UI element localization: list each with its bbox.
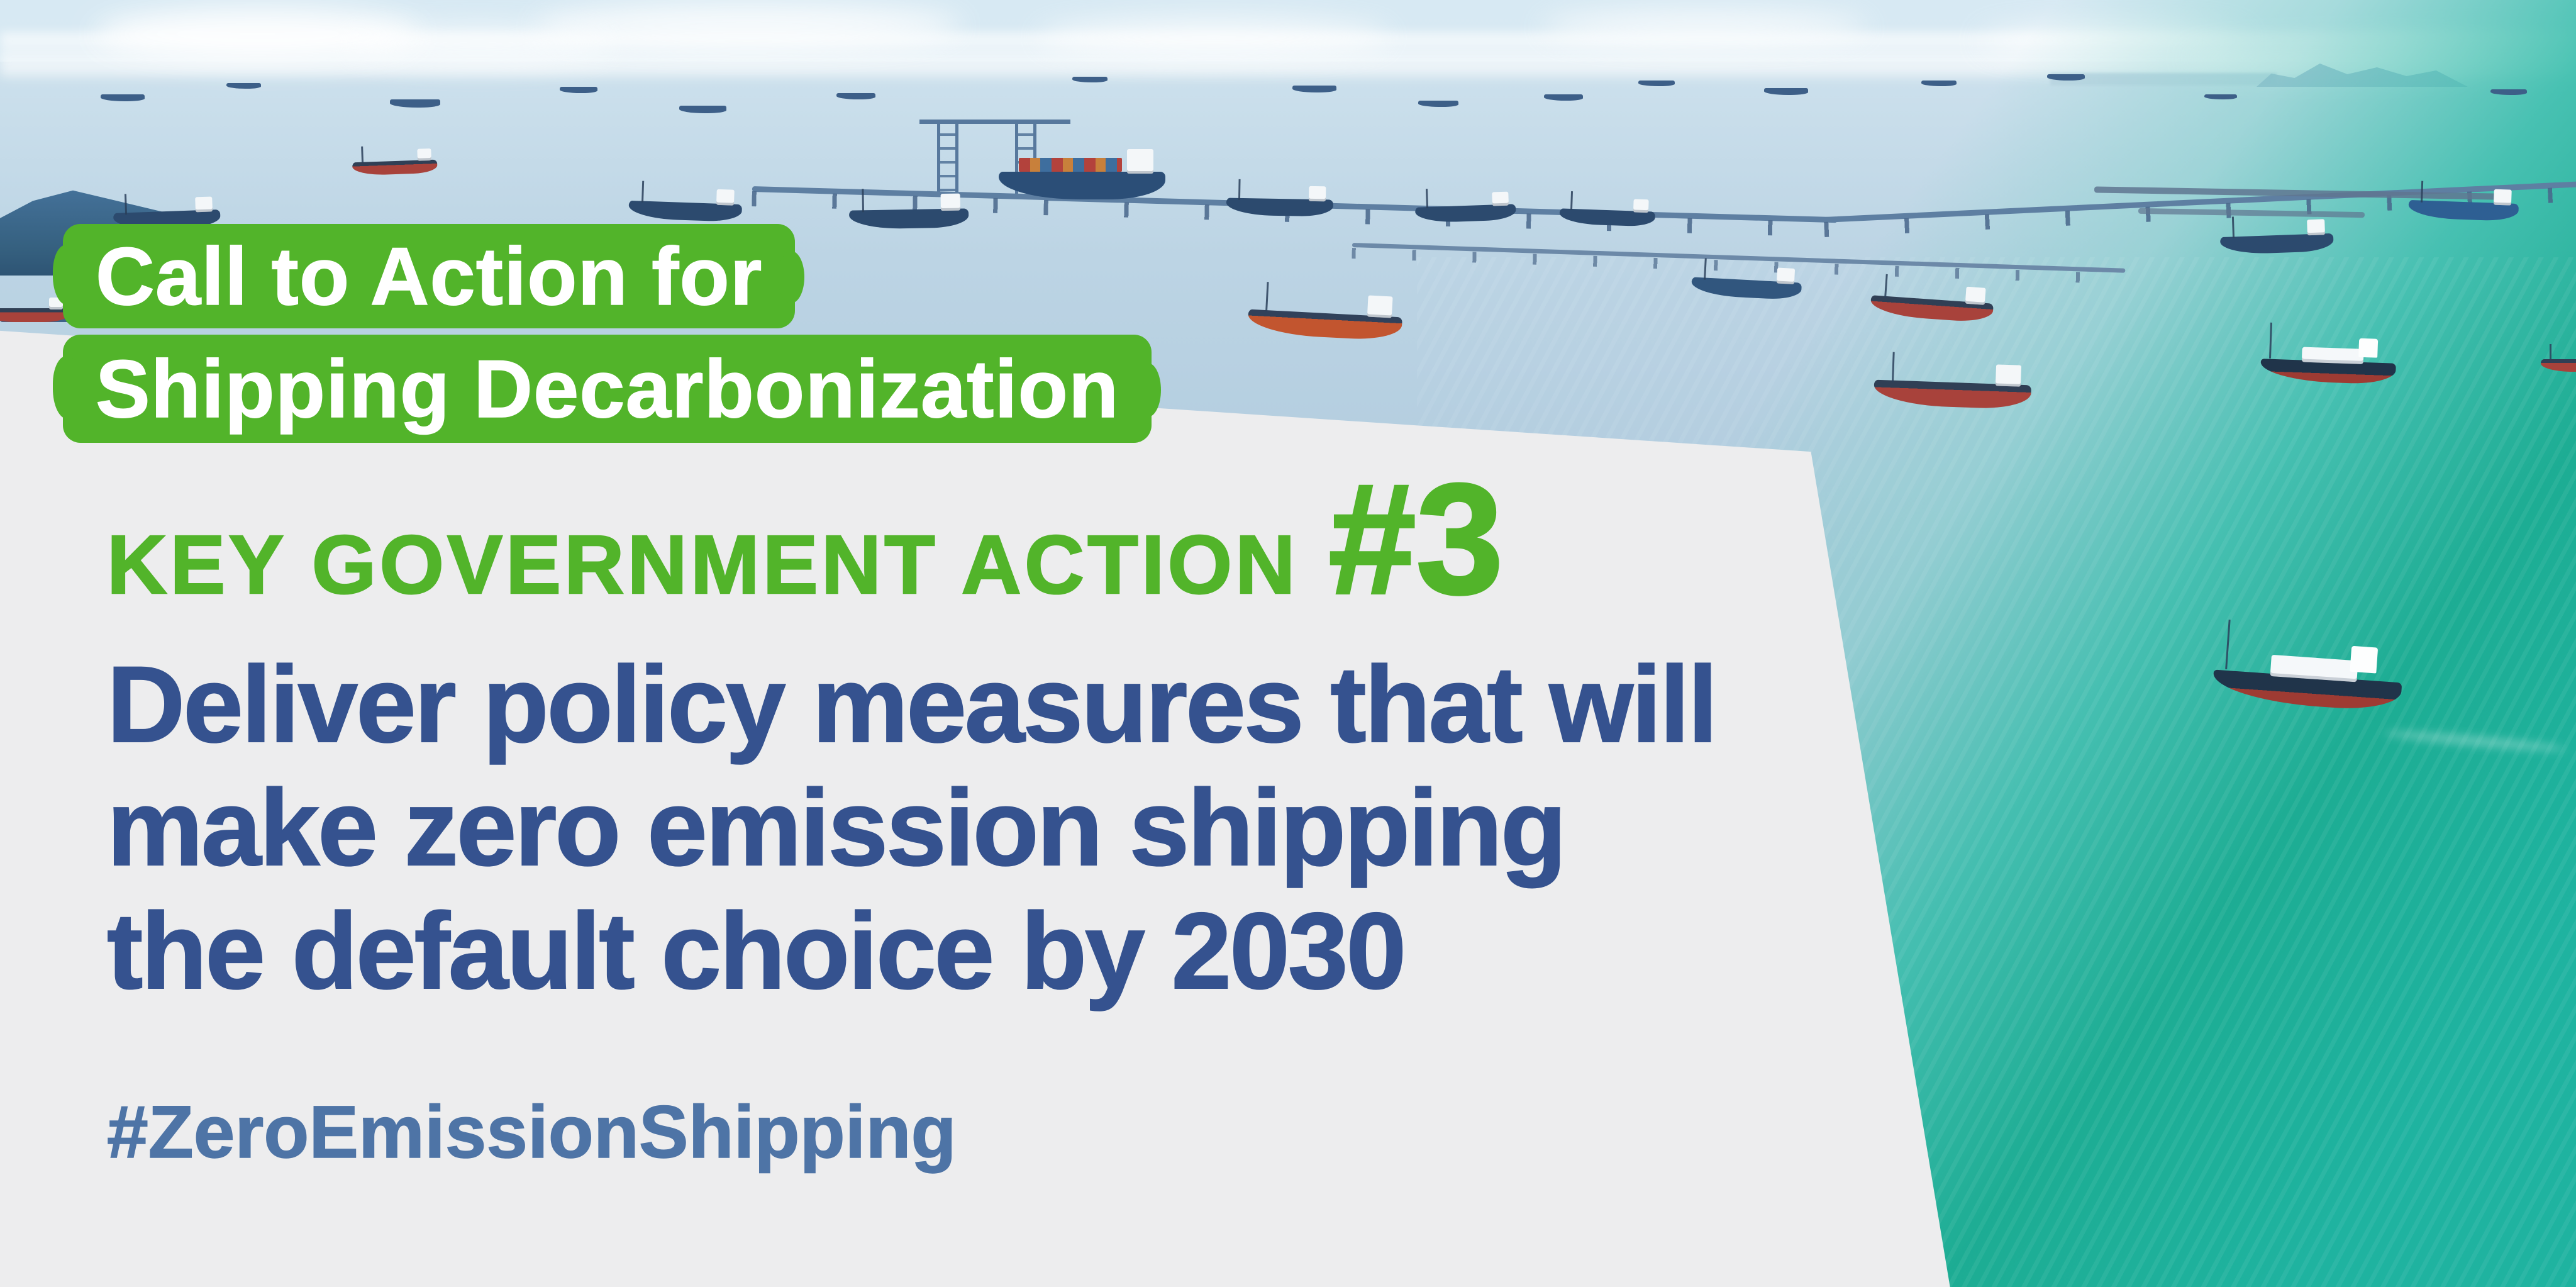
kicker-number: #3: [1327, 451, 1504, 627]
cta-badge-line-2: Shipping Decarbonization: [52, 335, 1162, 443]
ship: [2047, 74, 2085, 81]
ship: [836, 93, 875, 99]
ship: [2204, 94, 2237, 99]
headline-line-1: Deliver policy measures that will: [106, 644, 1719, 766]
ship: [226, 83, 261, 89]
headline-line-2: make zero emission shipping: [106, 767, 1567, 889]
ship: [1292, 86, 1336, 92]
kicker-label: KEY GOVERNMENT ACTION: [106, 518, 1299, 612]
kicker: KEY GOVERNMENT ACTION #3: [106, 451, 1505, 627]
ship: [999, 146, 1165, 199]
badge-text: Call to Action for: [95, 230, 763, 323]
headline-line-3: the default choice by 2030: [106, 890, 1407, 1012]
ship: [2408, 181, 2519, 222]
headline: Deliver policy measures that will make z…: [106, 643, 1719, 1013]
ship: [352, 146, 438, 176]
ship: [848, 189, 969, 230]
ship: [1414, 189, 1516, 223]
badge-text: Shipping Decarbonization: [95, 342, 1119, 435]
ship: [101, 94, 145, 101]
cta-badge-line-1: Call to Action for: [52, 224, 805, 328]
ship: [1764, 88, 1808, 95]
ship: [1921, 81, 1957, 86]
ship: [2541, 344, 2576, 372]
ship: [2260, 322, 2397, 385]
ship: [1247, 282, 1404, 342]
ship: [1418, 101, 1458, 107]
ship: [1638, 81, 1675, 86]
ship: [1072, 77, 1108, 82]
ship: [2211, 619, 2404, 713]
ship: [1873, 352, 2032, 410]
ship: [390, 99, 440, 108]
hashtag: #ZeroEmissionShipping: [106, 1091, 957, 1174]
ship: [628, 181, 743, 223]
ship: [1226, 179, 1334, 217]
ship: [2219, 216, 2334, 255]
ship: [1544, 94, 1583, 101]
ship: [2490, 89, 2527, 95]
ship: [560, 87, 597, 93]
ship: [1559, 191, 1656, 227]
ship: [679, 106, 726, 113]
ship: [1690, 258, 1803, 301]
